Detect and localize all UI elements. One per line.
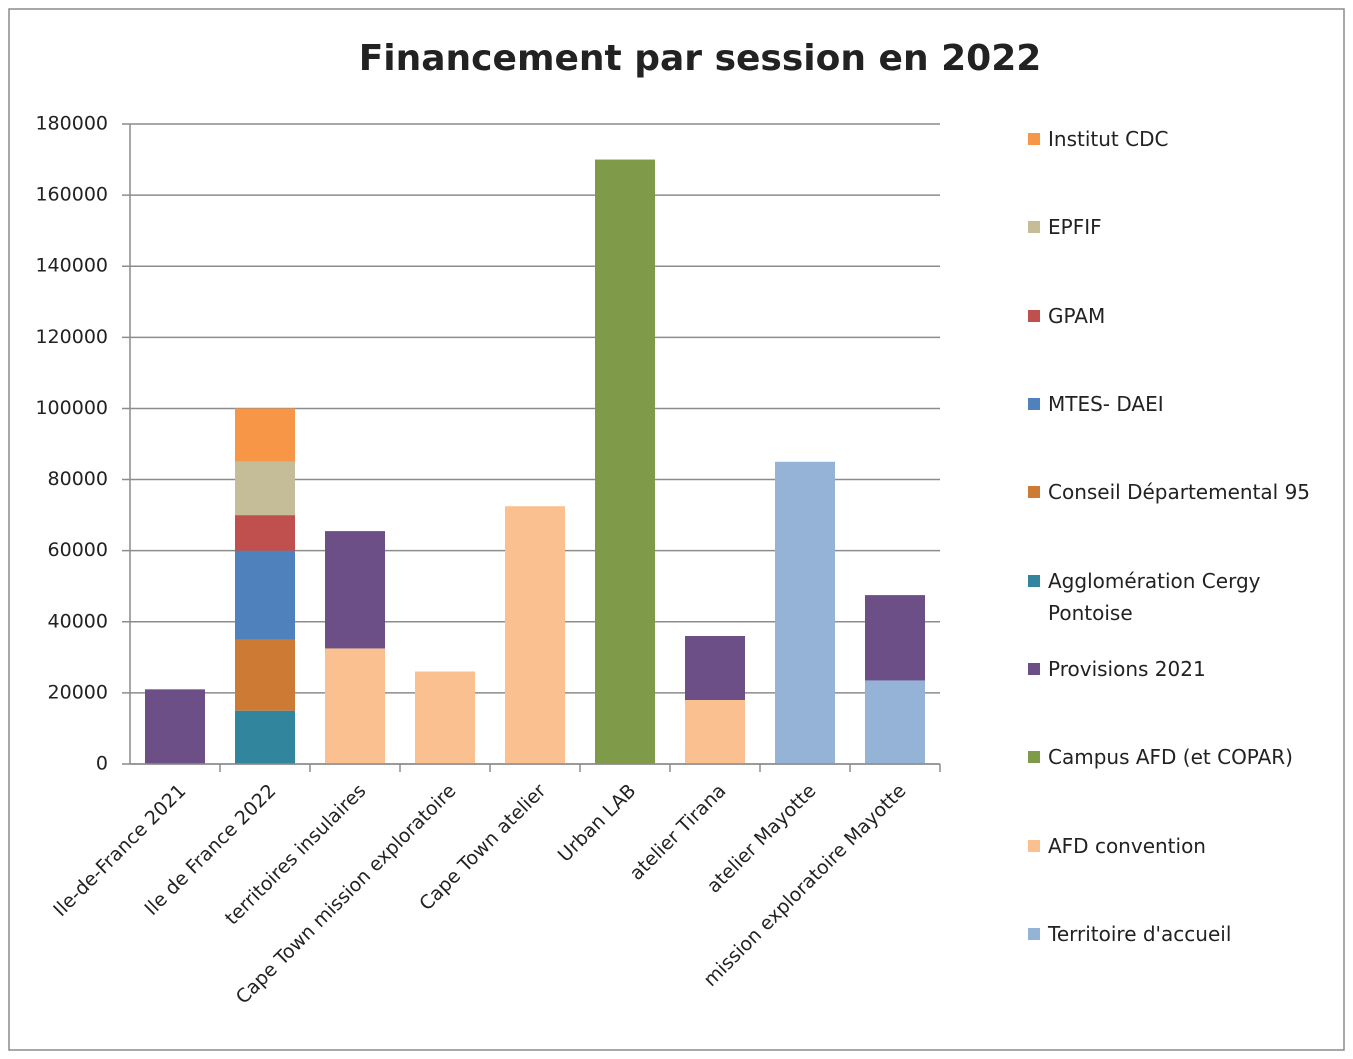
- bar-segment: [235, 461, 295, 516]
- bar-segment: [775, 461, 835, 764]
- legend-label: MTES- DAEI: [1048, 392, 1164, 416]
- legend-item: MTES- DAEI: [1028, 388, 1348, 420]
- legend-item: Institut CDC: [1028, 123, 1348, 155]
- y-tick-label: 100000: [35, 397, 108, 419]
- y-tick-label: 40000: [48, 610, 108, 632]
- legend-label: AFD convention: [1048, 833, 1206, 858]
- legend-swatch: [1028, 663, 1040, 675]
- y-tick-label: 180000: [35, 113, 108, 135]
- bar-segment: [235, 515, 295, 551]
- bar-segment: [865, 680, 925, 764]
- legend-swatch: [1028, 398, 1040, 410]
- legend-label: Territoire d'accueil: [1048, 922, 1232, 946]
- bar-segment: [685, 700, 745, 764]
- bar-segment: [235, 408, 295, 462]
- legend-label: Provisions 2021: [1048, 657, 1206, 681]
- y-tick-label: 160000: [35, 184, 108, 206]
- legend-item: Conseil Départemental 95: [1028, 476, 1348, 508]
- legend-label: Institut CDC: [1048, 127, 1169, 151]
- legend-item: Territoire d'accueil: [1028, 918, 1348, 950]
- y-tick-label: 20000: [48, 681, 108, 703]
- legend-swatch: [1028, 574, 1040, 587]
- bar-segment: [235, 710, 295, 764]
- x-tick-label: Urban LAB: [554, 780, 641, 867]
- bar-segment: [235, 550, 295, 640]
- legend-swatch: [1028, 133, 1040, 145]
- legend-item: Provisions 2021: [1028, 653, 1348, 685]
- legend-item: AFD convention: [1028, 830, 1348, 862]
- legend-swatch: [1028, 309, 1040, 322]
- legend-item: Agglomération Cergy Pontoise: [1028, 565, 1348, 629]
- legend-label: Agglomération Cergy Pontoise: [1048, 568, 1261, 625]
- legend-item: GPAM: [1028, 300, 1348, 332]
- legend-swatch: [1028, 486, 1040, 499]
- bar-segment: [865, 595, 925, 681]
- bar-segment: [325, 531, 385, 649]
- bar-segment: [415, 671, 475, 764]
- legend-label: Campus AFD (et COPAR): [1048, 745, 1293, 770]
- legend-item: EPFIF: [1028, 211, 1348, 243]
- y-tick-label: 80000: [48, 468, 108, 490]
- bar-segment: [595, 159, 655, 765]
- legend-label: GPAM: [1048, 303, 1106, 328]
- legend-swatch: [1028, 839, 1040, 852]
- bar-segment: [325, 648, 385, 764]
- legend-label: Conseil Départemental 95: [1048, 480, 1311, 505]
- y-tick-label: 120000: [35, 326, 108, 348]
- legend-swatch: [1028, 928, 1040, 940]
- legend-swatch: [1028, 221, 1040, 234]
- y-tick-label: 0: [96, 753, 108, 775]
- bar-segment: [145, 689, 205, 764]
- bar-segment: [235, 639, 295, 711]
- legend-label: EPFIF: [1048, 215, 1102, 240]
- bar-segment: [685, 636, 745, 700]
- legend-swatch: [1028, 751, 1040, 764]
- legend-item: Campus AFD (et COPAR): [1028, 741, 1348, 773]
- chart-title: Financement par session en 2022: [359, 38, 1042, 79]
- y-tick-label: 140000: [35, 255, 108, 277]
- frame: [8, 8, 1345, 1051]
- bar-segment: [505, 506, 565, 764]
- y-tick-label: 60000: [48, 539, 108, 561]
- x-tick-label: mission exploratoire Mayotte: [699, 780, 910, 991]
